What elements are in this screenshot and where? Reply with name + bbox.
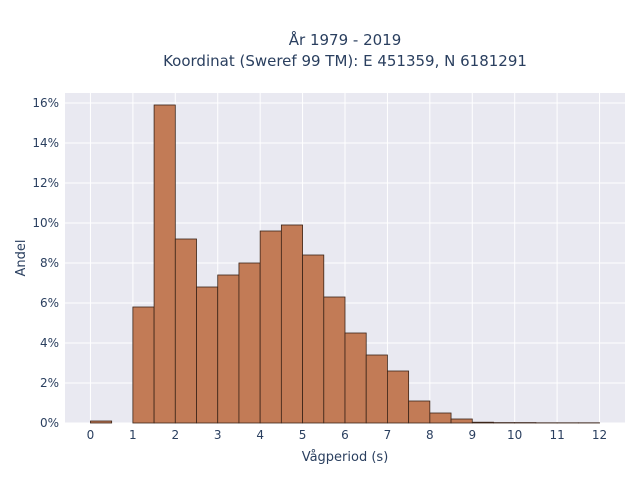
y-tick-label: 12% [32,176,59,190]
bars [90,104,600,424]
x-tick-label: 1 [129,428,137,442]
y-tick-label: 6% [40,296,59,310]
chart-subtitle: Koordinat (Sweref 99 TM): E 451359, N 61… [163,52,527,70]
histogram-bar [429,412,452,424]
x-tick-label: 8 [426,428,434,442]
histogram-bar [365,354,388,424]
y-tick-label: 2% [40,376,59,390]
x-tick-label: 0 [87,428,95,442]
histogram-bar [196,286,219,424]
histogram-bar [344,332,367,424]
y-tick-label: 10% [32,216,59,230]
histogram-bar [302,254,325,424]
x-axis-label: Vågperiod (s) [302,450,389,465]
x-axis-ticks: 0 1 2 3 4 5 6 7 8 9 10 11 12 [87,428,608,442]
histogram-bar [153,104,176,424]
x-tick-label: 9 [468,428,476,442]
y-axis-label: Andel [14,240,29,277]
x-tick-label: 5 [299,428,307,442]
x-tick-label: 4 [256,428,264,442]
histogram-bar [132,306,155,424]
y-tick-label: 14% [32,136,59,150]
y-tick-label: 8% [40,256,59,270]
histogram-bar [259,230,282,424]
x-tick-label: 11 [549,428,564,442]
histogram-bar [90,420,113,424]
histogram-bar [238,262,261,424]
chart-title: År 1979 - 2019 [289,30,402,49]
histogram-bar [471,421,494,424]
x-tick-label: 10 [507,428,522,442]
histogram-bar [450,418,473,424]
y-tick-label: 0% [40,416,59,430]
x-tick-label: 2 [171,428,179,442]
x-tick-label: 12 [592,428,607,442]
x-tick-label: 7 [384,428,392,442]
histogram-bar [217,274,240,424]
x-tick-label: 3 [214,428,222,442]
y-tick-label: 16% [32,96,59,110]
histogram-bar [323,296,346,424]
histogram-bar [174,238,197,424]
x-tick-label: 6 [341,428,349,442]
histogram-bar [387,370,410,424]
histogram-bar [408,400,431,424]
histogram-bar [280,224,303,424]
y-tick-label: 4% [40,336,59,350]
y-axis-ticks: 0% 2% 4% 6% 8% 10% 12% 14% 16% [32,96,59,430]
